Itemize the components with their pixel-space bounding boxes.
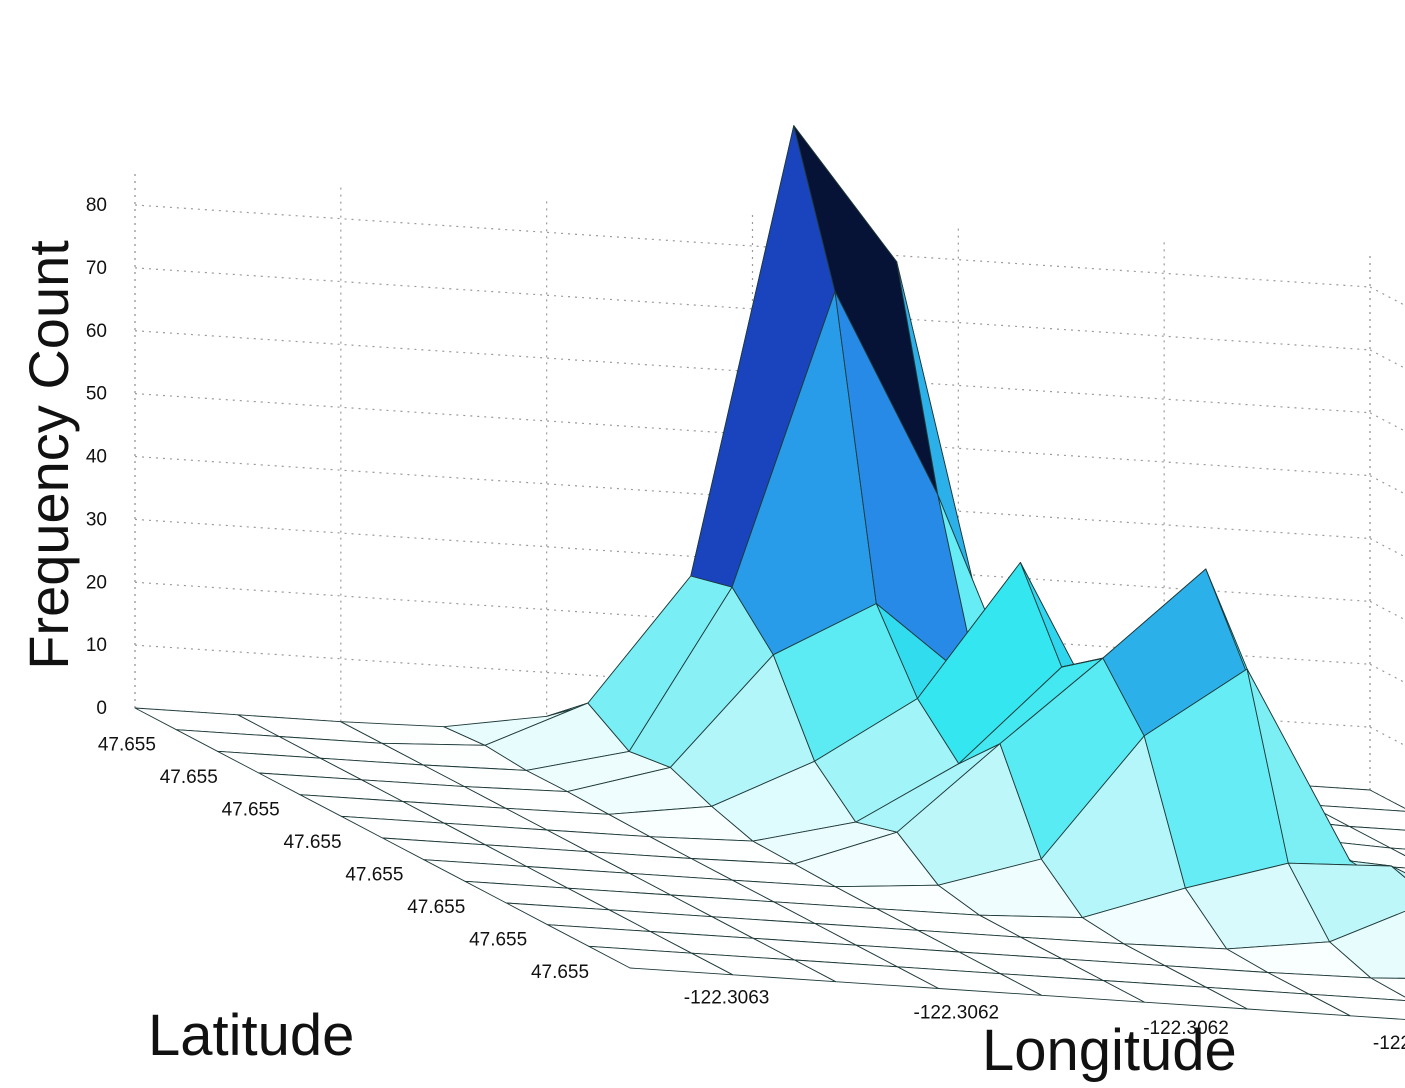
side-grid-line xyxy=(1369,349,1405,369)
latitude-tick-label: 47.655 xyxy=(222,799,280,820)
latitude-tick-label: 47.655 xyxy=(283,832,341,853)
z-tick-label: 80 xyxy=(86,195,107,216)
surface-cell xyxy=(1267,972,1405,1001)
back-grid-line xyxy=(134,204,1371,288)
side-grid-line xyxy=(1369,475,1405,495)
surface-cell xyxy=(1390,847,1405,857)
latitude-tick-label: 47.655 xyxy=(407,897,465,918)
surface-cell xyxy=(1329,910,1405,979)
surface-cell xyxy=(1349,826,1405,850)
latitude-axis-ticks: 47.65547.65547.65547.65547.65547.65547.6… xyxy=(98,734,589,983)
longitude-tick-label: -122.3062 xyxy=(1373,1033,1405,1054)
z-tick-label: 10 xyxy=(86,635,107,656)
z-tick-label: 20 xyxy=(86,572,107,593)
z-tick-label: 50 xyxy=(86,384,107,405)
side-grid-line xyxy=(1369,286,1405,307)
longitude-tick-label: -122.3063 xyxy=(684,987,770,1008)
y-axis-label: Longitude xyxy=(982,1018,1237,1083)
latitude-tick-label: 47.655 xyxy=(531,962,589,983)
z-tick-label: 30 xyxy=(86,509,107,530)
surface-cell xyxy=(1308,993,1405,1020)
longitude-axis-ticks: -122.3063-122.3062-122.3062-122.3062-122… xyxy=(684,987,1405,1054)
x-axis-label: Latitude xyxy=(148,1003,354,1068)
surface-cell xyxy=(1287,862,1405,943)
side-grid-line xyxy=(1369,412,1405,432)
longitude-tick-label: -122.3062 xyxy=(914,1003,1000,1024)
z-tick-label: 40 xyxy=(86,447,107,468)
surface-cell xyxy=(1370,977,1405,998)
latitude-tick-label: 47.655 xyxy=(345,864,403,885)
surface-cell xyxy=(1307,804,1405,831)
z-tick-label: 60 xyxy=(86,321,107,342)
z-tick-label: 70 xyxy=(86,258,107,279)
surface-mesh xyxy=(134,125,1405,1020)
latitude-tick-label: 47.655 xyxy=(160,767,218,788)
longitude-tick-label: -122.3062 xyxy=(1143,1018,1229,1039)
z-tick-label: 0 xyxy=(96,698,107,719)
z-axis-ticks: 0 10 20 30 40 50 60 70 80 xyxy=(86,195,107,719)
surface-cell xyxy=(1390,865,1405,878)
side-grid-line xyxy=(1369,537,1405,558)
z-axis-label: Frequency Count xyxy=(17,240,80,670)
latitude-tick-label: 47.655 xyxy=(98,734,156,755)
latitude-tick-label: 47.655 xyxy=(469,929,527,950)
